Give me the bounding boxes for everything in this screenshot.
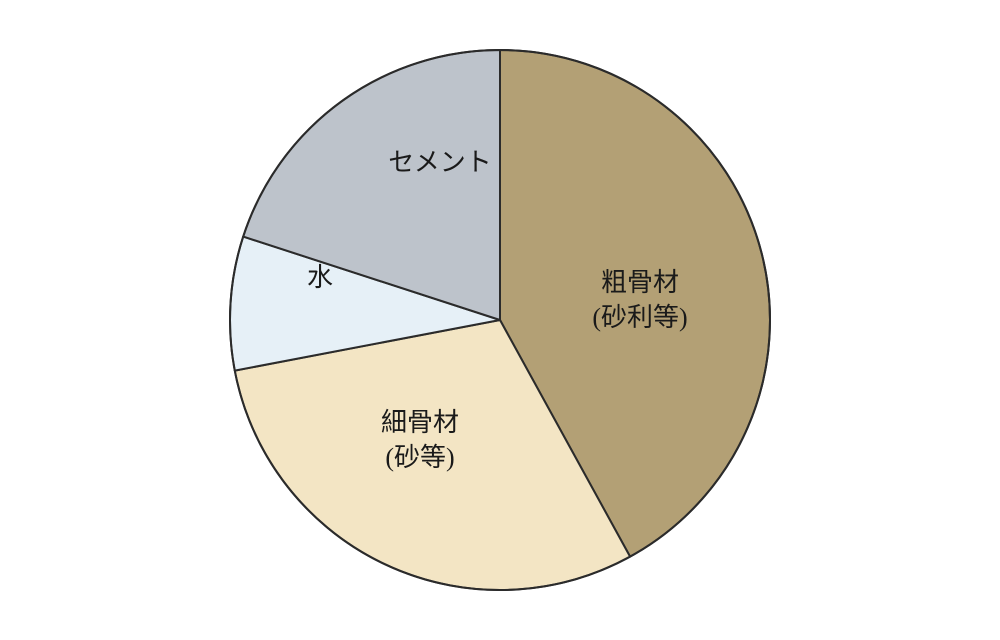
slice-label-water-line1: 水 xyxy=(307,263,333,292)
slice-label-fine-aggregate-line2: (砂等) xyxy=(385,443,454,472)
slice-label-cement-line1: セメント xyxy=(388,148,491,177)
pie-chart-svg: 粗骨材 (砂利等) 細骨材 (砂等) 水 セメント xyxy=(0,0,1000,640)
slice-label-fine-aggregate-line1: 細骨材 xyxy=(381,408,459,437)
slice-label-coarse-aggregate-line1: 粗骨材 xyxy=(601,268,679,297)
pie-chart-container: 粗骨材 (砂利等) 細骨材 (砂等) 水 セメント xyxy=(0,0,1000,640)
slice-label-coarse-aggregate-line2: (砂利等) xyxy=(592,303,687,332)
